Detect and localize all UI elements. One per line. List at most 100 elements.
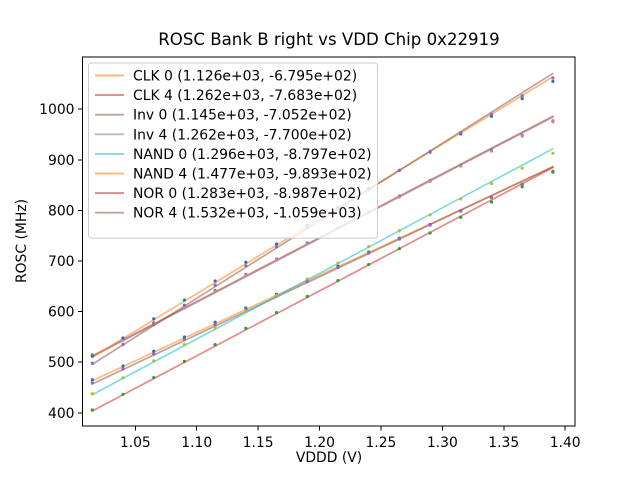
legend-box xyxy=(88,62,378,239)
x-tick-label: 1.40 xyxy=(550,435,581,451)
data-point-clk-0 xyxy=(182,335,187,339)
y-tick-label: 1000 xyxy=(39,102,74,118)
data-point-nand-0 xyxy=(459,197,463,201)
data-point-nand-0 xyxy=(121,376,125,380)
data-point-nand-0 xyxy=(305,277,309,281)
data-point-inv-0 xyxy=(305,279,309,284)
data-point-nand-0 xyxy=(551,151,555,155)
y-tick-label: 800 xyxy=(48,203,75,219)
data-point-inv-4 xyxy=(397,195,401,199)
data-point-inv-4 xyxy=(213,289,217,293)
data-point-nor-0 xyxy=(121,392,125,396)
data-point-inv-4 xyxy=(520,134,524,138)
data-point-nor-0 xyxy=(367,262,371,267)
data-point-inv-0 xyxy=(428,223,432,227)
data-point-nor-4 xyxy=(489,112,494,116)
x-tick-label: 1.20 xyxy=(304,435,335,451)
data-point-inv-0 xyxy=(336,265,340,270)
fit-line-inv-0 xyxy=(91,165,554,385)
data-point-nor-4 xyxy=(244,264,248,268)
data-point-nand-0 xyxy=(182,342,187,347)
data-point-inv-4 xyxy=(274,258,279,262)
data-point-inv-4 xyxy=(489,149,494,153)
data-point-nor-4 xyxy=(182,303,187,307)
data-point-inv-0 xyxy=(520,182,524,186)
fit-line-nor-0 xyxy=(91,166,554,412)
data-point-nand-4 xyxy=(213,279,217,283)
data-point-inv-4 xyxy=(551,120,555,124)
data-point-inv-0 xyxy=(90,381,94,385)
data-point-nand-4 xyxy=(520,97,524,101)
data-point-clk-0 xyxy=(121,364,125,368)
data-point-nor-0 xyxy=(520,185,524,189)
y-tick-label: 500 xyxy=(48,355,75,371)
data-point-nor-4 xyxy=(90,361,94,365)
data-point-nand-4 xyxy=(152,317,156,321)
x-tick-label: 1.10 xyxy=(181,435,212,451)
data-point-nor-0 xyxy=(551,170,555,174)
x-tick-label: 1.05 xyxy=(120,435,151,451)
data-point-nor-0 xyxy=(428,231,432,235)
data-point-nor-0 xyxy=(90,408,94,412)
data-point-inv-4 xyxy=(182,306,187,310)
data-point-nand-0 xyxy=(274,293,279,297)
data-point-inv-0 xyxy=(397,237,401,241)
data-point-nand-0 xyxy=(152,359,156,363)
legend-label-nor-4: NOR 4 (1.532e+03, -1.059e+03) xyxy=(133,206,362,222)
legend-label-clk-0: CLK 0 (1.126e+03, -6.795e+02) xyxy=(133,69,357,85)
data-point-nand-0 xyxy=(367,245,371,249)
chart-title: ROSC Bank B right vs VDD Chip 0x22919 xyxy=(158,30,500,49)
data-point-inv-0 xyxy=(489,196,494,200)
y-tick-label: 400 xyxy=(48,406,75,422)
data-point-inv-0 xyxy=(459,209,463,213)
fit-line-nand-0 xyxy=(91,147,554,396)
legend-label-nand-0: NAND 0 (1.296e+03, -8.797e+02) xyxy=(133,147,372,163)
data-point-clk-0 xyxy=(90,378,94,382)
legend-label-inv-4: Inv 4 (1.262e+03, -7.700e+02) xyxy=(133,127,352,143)
data-point-nor-0 xyxy=(213,342,217,347)
data-point-nor-4 xyxy=(428,149,432,154)
data-point-inv-4 xyxy=(428,179,432,184)
legend-label-nand-4: NAND 4 (1.477e+03, -9.893e+02) xyxy=(133,167,372,183)
x-tick-label: 1.35 xyxy=(488,435,519,451)
y-axis-label: ROSC (MHz) xyxy=(14,198,30,284)
data-point-nor-0 xyxy=(152,375,156,380)
legend-label-inv-0: Inv 0 (1.145e+03, -7.052e+02) xyxy=(133,108,352,124)
plot-frame xyxy=(82,56,576,427)
data-point-nand-0 xyxy=(213,326,217,330)
data-point-nor-4 xyxy=(213,283,217,287)
x-axis-label: VDDD (V) xyxy=(295,450,363,466)
data-point-nor-0 xyxy=(305,294,309,298)
data-point-nand-0 xyxy=(244,309,248,313)
x-tick-label: 1.15 xyxy=(243,435,274,451)
data-point-inv-4 xyxy=(305,242,309,246)
data-point-nor-4 xyxy=(459,131,463,135)
data-point-clk-0 xyxy=(213,320,217,324)
data-point-nand-4 xyxy=(551,79,555,84)
data-point-nand-0 xyxy=(489,181,494,186)
data-point-nor-4 xyxy=(152,322,156,327)
y-tick-label: 700 xyxy=(48,254,75,270)
data-point-nor-4 xyxy=(520,94,524,98)
data-point-nor-0 xyxy=(489,200,494,204)
data-point-nor-4 xyxy=(397,168,401,172)
data-point-nand-4 xyxy=(90,354,94,358)
data-point-nor-4 xyxy=(274,245,279,249)
data-point-nand-0 xyxy=(520,166,524,170)
data-point-inv-4 xyxy=(459,164,463,168)
data-point-nor-4 xyxy=(551,76,555,80)
data-point-nor-0 xyxy=(336,279,340,283)
data-point-nand-4 xyxy=(182,298,187,302)
x-tick-label: 1.30 xyxy=(427,435,458,451)
x-tick-label: 1.25 xyxy=(365,435,396,451)
data-point-nand-0 xyxy=(90,392,94,396)
data-point-nand-0 xyxy=(336,261,340,265)
y-tick-label: 900 xyxy=(48,153,75,169)
data-point-nand-4 xyxy=(121,336,125,340)
data-point-nor-0 xyxy=(459,215,463,219)
data-point-nor-0 xyxy=(397,247,401,251)
data-point-inv-0 xyxy=(121,367,125,371)
data-point-nor-0 xyxy=(274,311,279,315)
